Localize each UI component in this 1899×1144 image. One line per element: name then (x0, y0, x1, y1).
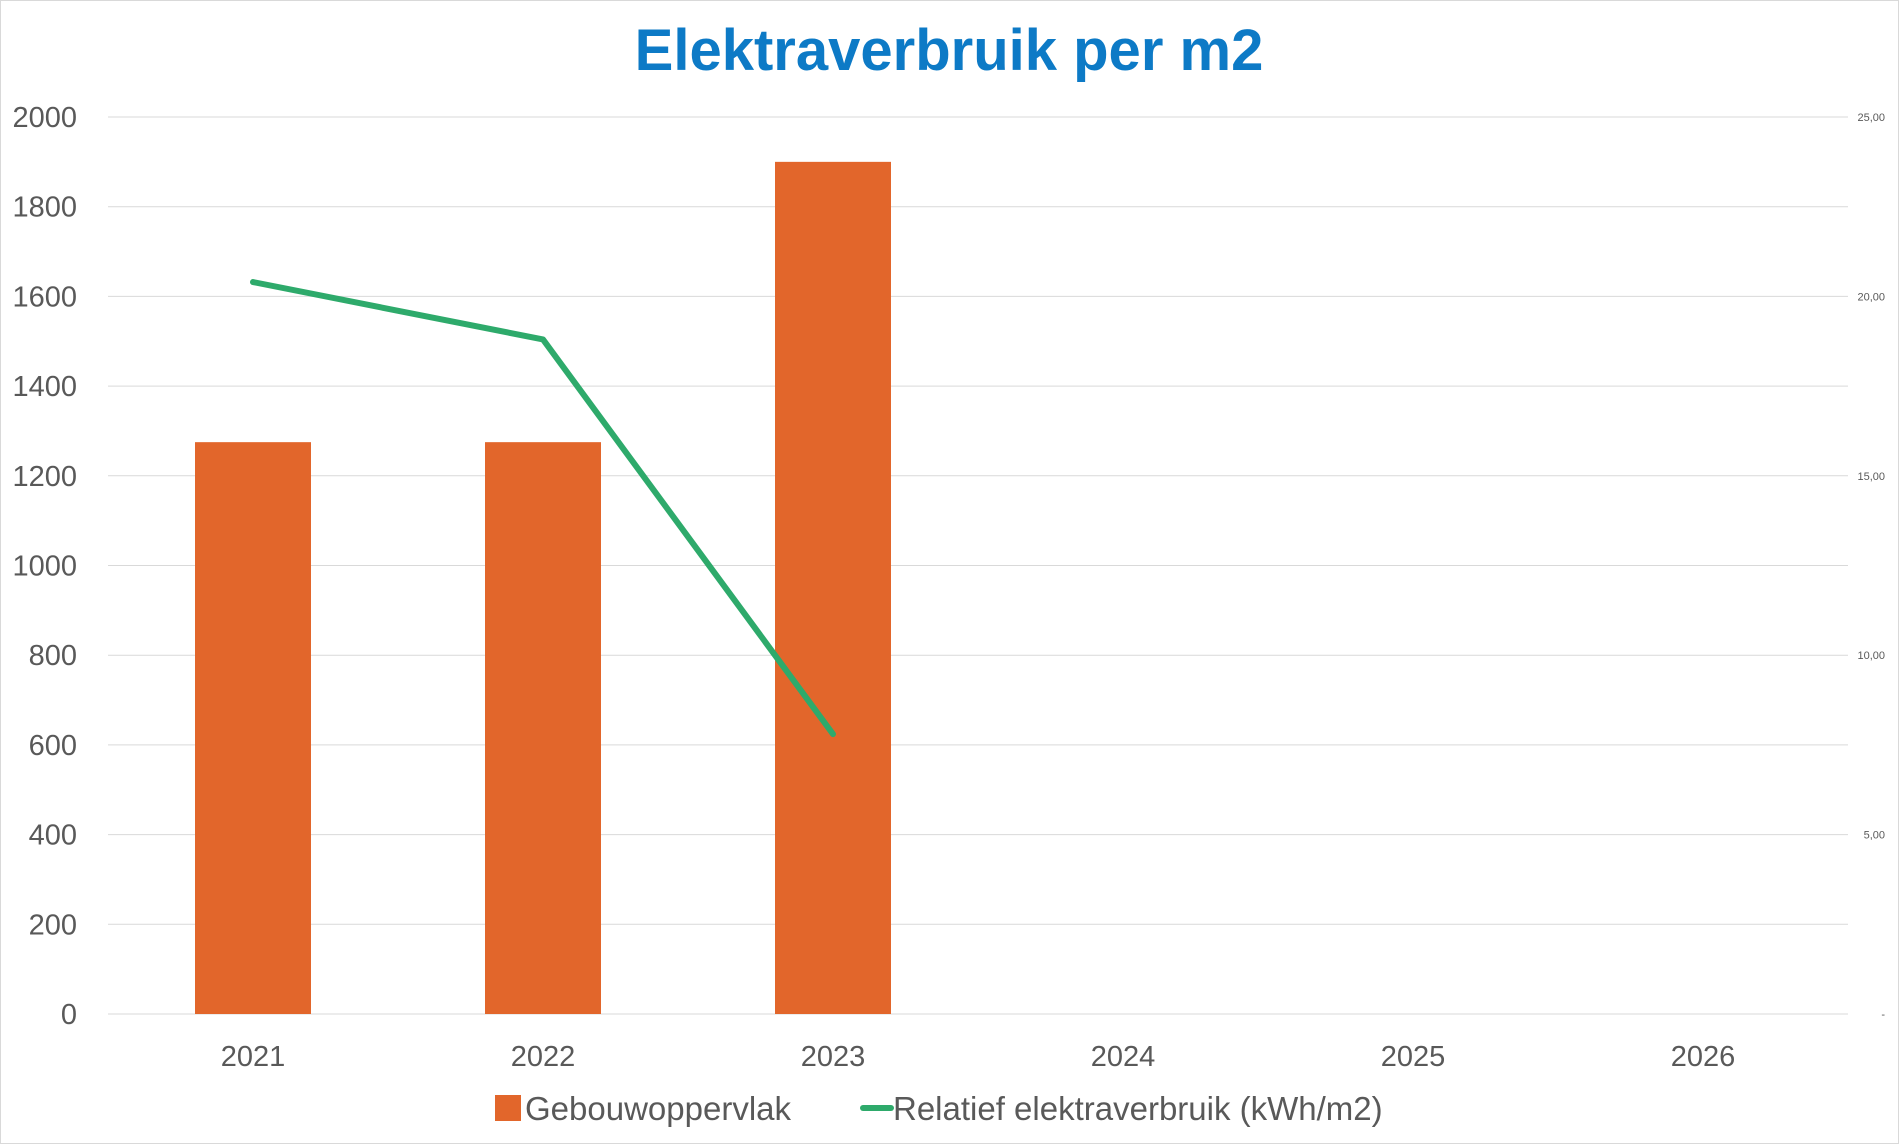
bar-series (195, 161, 891, 1015)
x-tick-label: 2023 (801, 1041, 866, 1073)
bar (775, 161, 891, 1015)
bar (485, 442, 601, 1015)
right-y-tick-label: 10,00 (1857, 650, 1885, 662)
x-tick-label: 2026 (1671, 1041, 1736, 1073)
x-tick-label: 2022 (511, 1041, 576, 1073)
chart-title: Elektraverbruik per m2 (635, 18, 1264, 83)
right-y-tick-label: 5,00 (1864, 830, 1885, 842)
line-series-path (250, 279, 836, 738)
x-tick-label: 2021 (221, 1041, 286, 1073)
left-y-tick-label: 1000 (12, 551, 77, 583)
line-series (250, 279, 836, 738)
right-y-tick-label: 15,00 (1857, 471, 1885, 483)
left-y-tick-label: 600 (29, 730, 77, 762)
bar (195, 442, 311, 1015)
left-y-tick-label: 0 (61, 999, 77, 1031)
left-y-tick-label: 2000 (12, 102, 77, 134)
left-y-tick-label: 1800 (12, 192, 77, 224)
left-y-tick-label: 800 (29, 640, 77, 672)
left-y-tick-label: 400 (29, 820, 77, 852)
x-tick-label: 2024 (1091, 1041, 1156, 1073)
gridlines (108, 116, 1848, 1015)
right-y-tick-label: - (1881, 1009, 1885, 1021)
x-tick-label: 2025 (1381, 1041, 1446, 1073)
x-axis: 2021 2022 2023 2024 2025 2026 (221, 1041, 1736, 1073)
legend-swatch-bar (495, 1095, 521, 1121)
legend-label-line: Relatief elektraverbruik (kWh/m2) (893, 1090, 1383, 1127)
legend: Gebouwoppervlak Relatief elektraverbruik … (495, 1090, 1383, 1127)
left-y-tick-label: 200 (29, 909, 77, 941)
left-y-tick-label: 1400 (12, 371, 77, 403)
left-y-tick-label: 1200 (12, 461, 77, 493)
right-y-axis: - 5,00 10,00 15,00 20,00 25,00 (1857, 112, 1885, 1021)
left-y-axis: 0 200 400 600 800 1000 1200 1400 1600 1800 2000 (12, 102, 77, 1031)
right-y-tick-label: 20,00 (1857, 291, 1885, 303)
right-y-tick-label: 25,00 (1857, 112, 1885, 124)
left-y-tick-label: 1600 (12, 281, 77, 313)
legend-label-bar: Gebouwoppervlak (525, 1090, 791, 1127)
